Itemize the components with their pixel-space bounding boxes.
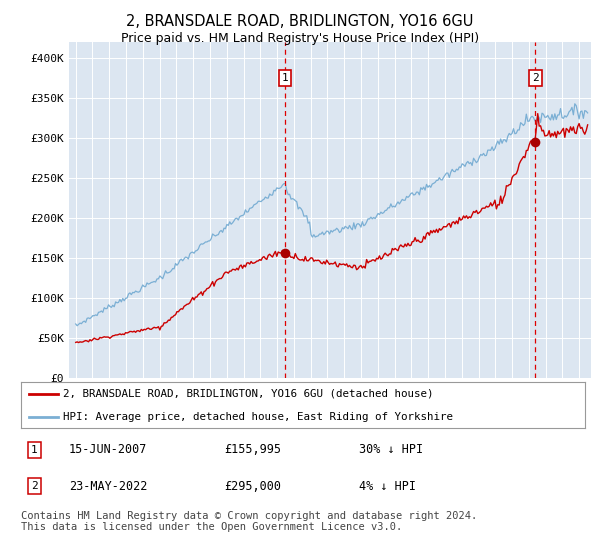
Text: 2: 2	[31, 481, 38, 491]
Text: Price paid vs. HM Land Registry's House Price Index (HPI): Price paid vs. HM Land Registry's House …	[121, 32, 479, 45]
Text: £295,000: £295,000	[224, 479, 281, 493]
Text: HPI: Average price, detached house, East Riding of Yorkshire: HPI: Average price, detached house, East…	[64, 412, 454, 422]
Text: £155,995: £155,995	[224, 444, 281, 456]
Text: 2, BRANSDALE ROAD, BRIDLINGTON, YO16 6GU (detached house): 2, BRANSDALE ROAD, BRIDLINGTON, YO16 6GU…	[64, 389, 434, 399]
Text: Contains HM Land Registry data © Crown copyright and database right 2024.
This d: Contains HM Land Registry data © Crown c…	[21, 511, 477, 533]
Text: 1: 1	[281, 73, 288, 83]
Text: 4% ↓ HPI: 4% ↓ HPI	[359, 479, 416, 493]
Text: 1: 1	[31, 445, 38, 455]
Text: 30% ↓ HPI: 30% ↓ HPI	[359, 444, 424, 456]
Text: 23-MAY-2022: 23-MAY-2022	[69, 479, 148, 493]
Text: 2, BRANSDALE ROAD, BRIDLINGTON, YO16 6GU: 2, BRANSDALE ROAD, BRIDLINGTON, YO16 6GU	[127, 14, 473, 29]
Text: 15-JUN-2007: 15-JUN-2007	[69, 444, 148, 456]
Text: 2: 2	[532, 73, 539, 83]
